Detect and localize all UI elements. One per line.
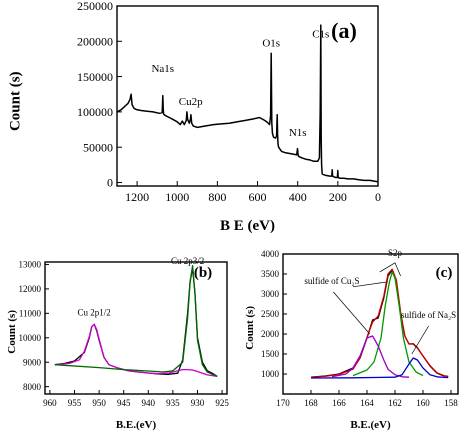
panel-label: (c) bbox=[436, 265, 453, 281]
x-tick-label: 960 bbox=[43, 398, 57, 408]
x-tick-label: 600 bbox=[249, 190, 267, 204]
x-axis-label: B E (eV) bbox=[220, 218, 275, 234]
y-tick-label: 2500 bbox=[261, 309, 280, 319]
annotation-leader-line bbox=[379, 262, 396, 273]
series-line-4 bbox=[331, 335, 410, 378]
y-tick-label: 12000 bbox=[19, 284, 42, 294]
annotation-leader-line bbox=[352, 281, 387, 288]
x-tick-label: 955 bbox=[68, 398, 82, 408]
x-tick-label: 925 bbox=[215, 398, 229, 408]
panel-a-chart: 1200 1000 800 600 400 200 0 0 50000 100000 150000 2… bbox=[7, 0, 381, 234]
y-tick-label: 3500 bbox=[261, 269, 280, 279]
peak-annotation: C1s bbox=[312, 29, 329, 41]
x-tick-label: 1200 bbox=[125, 190, 149, 204]
y-tick-label: 1500 bbox=[261, 349, 280, 359]
x-tick-label: 158 bbox=[444, 398, 458, 408]
panel-label: (a) bbox=[331, 18, 357, 43]
y-axis-label: Count (s) bbox=[6, 310, 18, 354]
series-line-1 bbox=[116, 24, 379, 183]
x-tick-label: 166 bbox=[332, 398, 346, 408]
x-axis-label: B.E.(eV) bbox=[350, 419, 391, 431]
plot-frame bbox=[282, 253, 459, 395]
series-line-5 bbox=[310, 357, 449, 379]
y-tick-label: 50000 bbox=[83, 140, 113, 154]
y-tick-label: 10000 bbox=[19, 333, 42, 343]
x-tick-label: 164 bbox=[360, 398, 374, 408]
y-tick-label: 200000 bbox=[77, 34, 113, 48]
series-line-2 bbox=[54, 323, 218, 378]
x-tick-label: 945 bbox=[117, 398, 131, 408]
annotation-leader-line bbox=[411, 325, 429, 355]
x-axis-label: B.E.(eV) bbox=[116, 419, 157, 431]
x-tick-label: 170 bbox=[276, 398, 290, 408]
peak-annotation: N1s bbox=[289, 127, 307, 139]
peak-annotation: Cu2p bbox=[179, 96, 203, 108]
x-tick-label: 0 bbox=[375, 190, 381, 204]
peak-annotation: S2p bbox=[388, 248, 403, 258]
y-tick-label: 9000 bbox=[23, 357, 42, 367]
y-tick-label: 0 bbox=[107, 176, 113, 190]
x-tick-label: 168 bbox=[304, 398, 318, 408]
annotation-leader-line bbox=[333, 291, 371, 335]
x-tick-label: 800 bbox=[208, 190, 226, 204]
y-tick-label: 2000 bbox=[261, 329, 280, 339]
y-tick-label: 100000 bbox=[77, 105, 113, 119]
peak-annotation: sulfide of Na₂S bbox=[401, 310, 456, 320]
series-line-3 bbox=[54, 265, 218, 377]
peak-annotation: Na1s bbox=[151, 63, 174, 75]
annotation-leader-line bbox=[394, 262, 401, 277]
x-tick-label: 200 bbox=[329, 190, 347, 204]
y-tick-label: 1000 bbox=[261, 369, 280, 379]
peak-annotation: Cu 2p1/2 bbox=[78, 308, 111, 318]
y-tick-label: 13000 bbox=[19, 260, 42, 270]
x-tick-label: 930 bbox=[191, 398, 205, 408]
panel-label: (b) bbox=[194, 265, 212, 281]
peak-annotation: Cu 2p3/2 bbox=[171, 256, 204, 266]
peak-annotation: sulfide of Cu₂S bbox=[304, 276, 359, 286]
y-tick-label: 4000 bbox=[261, 249, 280, 259]
plot-frame bbox=[44, 261, 228, 395]
panel-c-chart: 170 168 166 164 162 160 158 1000 1500 2000 2500 300… bbox=[244, 248, 459, 431]
y-axis-label: Count (s) bbox=[244, 306, 256, 350]
peak-annotation: O1s bbox=[262, 38, 280, 50]
x-tick-label: 162 bbox=[388, 398, 402, 408]
y-tick-label: 3000 bbox=[261, 289, 280, 299]
y-tick-label: 150000 bbox=[77, 70, 113, 84]
x-tick-label: 1000 bbox=[165, 190, 189, 204]
series-line-3 bbox=[352, 271, 424, 377]
series-line-2 bbox=[310, 268, 449, 378]
y-axis-label: Count (s) bbox=[7, 71, 23, 131]
y-tick-label: 250000 bbox=[77, 0, 113, 13]
plot-frame bbox=[116, 5, 379, 187]
y-tick-label: 8000 bbox=[23, 382, 42, 392]
x-tick-label: 400 bbox=[289, 190, 307, 204]
x-tick-label: 935 bbox=[166, 398, 180, 408]
x-tick-label: 940 bbox=[142, 398, 156, 408]
y-tick-label: 11000 bbox=[19, 308, 42, 318]
x-tick-label: 950 bbox=[92, 398, 106, 408]
panel-b-chart: 960 955 950 945 940 935 930 925 8000 9000 10000 110… bbox=[6, 256, 229, 431]
series-line-1 bbox=[310, 269, 449, 378]
x-tick-label: 160 bbox=[416, 398, 430, 408]
